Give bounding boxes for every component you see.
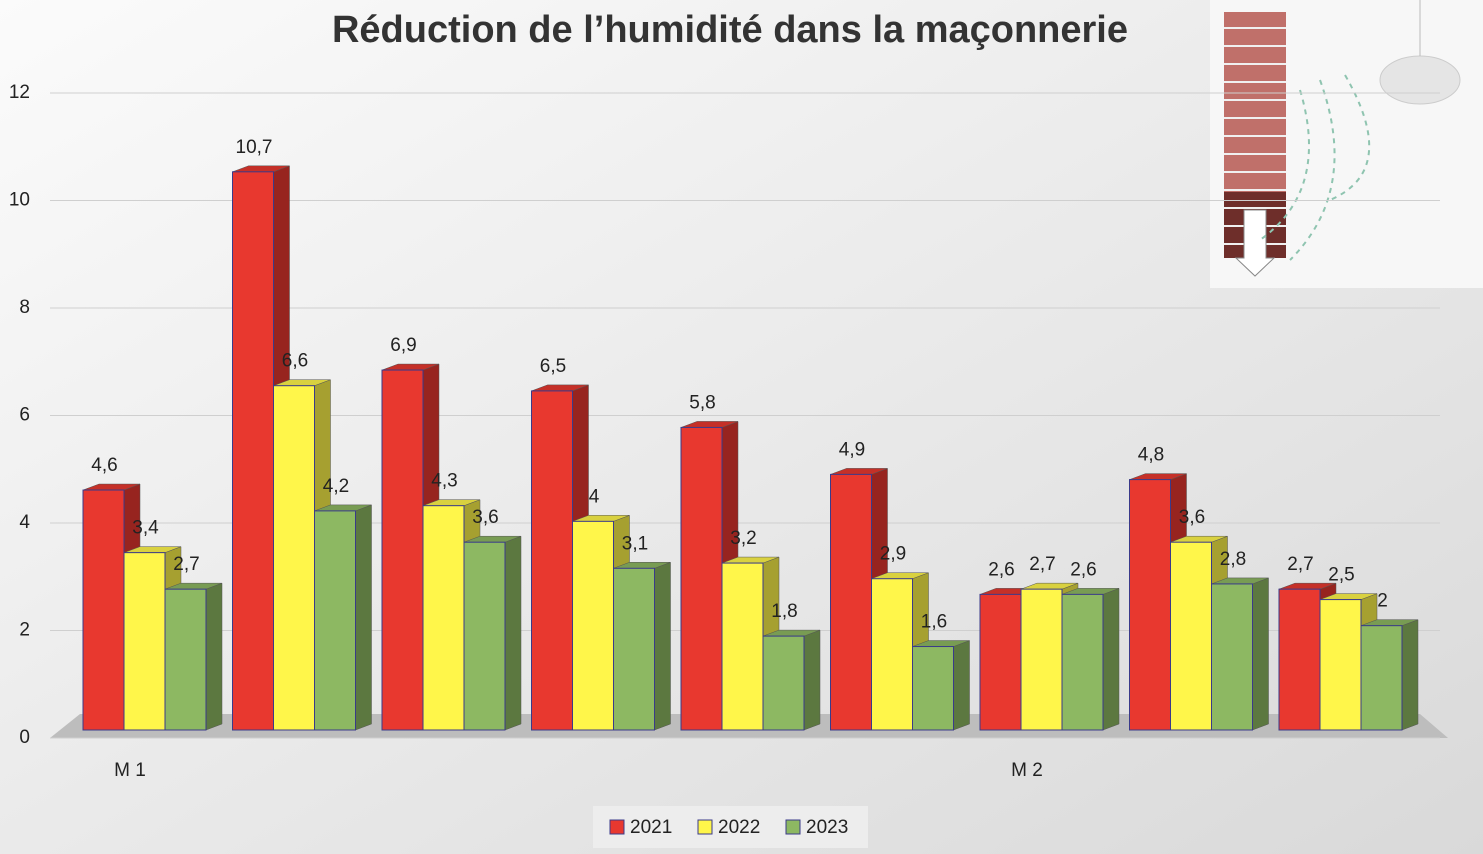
- value-label: 2,9: [880, 544, 906, 565]
- bar: [762, 635, 805, 731]
- value-label: 6,9: [390, 335, 416, 356]
- value-label: 6,6: [282, 351, 308, 372]
- bar: [1170, 541, 1212, 731]
- value-label: 3,6: [1179, 507, 1205, 528]
- value-label: 4,2: [323, 476, 349, 497]
- bar: [572, 520, 614, 731]
- legend-swatch: [785, 819, 801, 835]
- bar: [531, 390, 573, 731]
- bar-side: [953, 640, 970, 731]
- bar: [422, 505, 465, 731]
- bar-side: [654, 561, 671, 731]
- value-label: 4,6: [91, 455, 117, 476]
- bar: [1360, 625, 1403, 731]
- value-label: 3,1: [622, 533, 648, 554]
- bar-side: [1102, 588, 1120, 731]
- bar: [381, 369, 424, 731]
- bar-side: [355, 504, 372, 731]
- bar: [613, 567, 655, 731]
- bar: [912, 646, 954, 731]
- bar-side: [504, 535, 522, 731]
- bar: [1061, 593, 1104, 731]
- bar: [314, 510, 356, 731]
- bar: [232, 171, 274, 731]
- value-label: 6,5: [540, 356, 566, 377]
- chart-title: Réduction de l’humidité dans la maçonner…: [332, 9, 1128, 51]
- y-tick-label: 8: [19, 297, 30, 318]
- value-label: 1,8: [771, 601, 797, 622]
- bar: [1129, 479, 1171, 731]
- bar: [871, 578, 913, 731]
- bar: [82, 489, 125, 731]
- value-label: 3,2: [730, 528, 756, 549]
- plot: 0 2 4 6 8 10 12 M 1 4,6 3,4 2,7 10,7 6,6 4,2 6,9 4,3 3,6…: [9, 82, 1440, 781]
- value-label: 5,8: [689, 392, 715, 413]
- legend-label: 2021: [630, 817, 672, 838]
- value-label: 2,7: [1287, 554, 1313, 575]
- value-label: 2,6: [1070, 559, 1096, 580]
- y-tick-label: 12: [9, 82, 30, 103]
- bar: [1278, 588, 1321, 731]
- bar: [1211, 583, 1253, 731]
- bar: [979, 593, 1022, 731]
- legend-swatch: [697, 819, 713, 835]
- wall-illustration: [1210, 0, 1483, 288]
- value-label: 3,4: [132, 518, 159, 539]
- value-label: 10,7: [236, 137, 273, 158]
- value-label: 2,7: [173, 554, 199, 575]
- bar: [164, 588, 207, 731]
- value-label: 4,9: [839, 439, 865, 460]
- bar: [680, 426, 723, 731]
- legend-swatch: [609, 819, 625, 835]
- x-tick-label: M 2: [1011, 760, 1043, 781]
- value-label: 4: [589, 486, 600, 507]
- legend: 2021 2022 2023: [593, 806, 868, 848]
- bar-side: [1401, 619, 1419, 731]
- value-label: 2,8: [1220, 549, 1246, 570]
- value-label: 2,7: [1029, 554, 1055, 575]
- bar: [830, 473, 872, 731]
- bar: [721, 562, 764, 731]
- value-label: 2: [1377, 591, 1388, 612]
- bar-side: [803, 629, 821, 731]
- bar: [1020, 588, 1063, 731]
- legend-label: 2022: [718, 817, 760, 838]
- legend-label: 2023: [806, 817, 848, 838]
- value-label: 2,6: [988, 559, 1014, 580]
- y-tick-label: 0: [19, 727, 30, 748]
- y-tick-label: 6: [19, 405, 30, 426]
- value-label: 4,3: [431, 471, 457, 492]
- value-label: 4,8: [1138, 445, 1164, 466]
- value-label: 3,6: [472, 507, 498, 528]
- bar: [123, 552, 166, 731]
- bar: [1319, 599, 1362, 731]
- bar: [273, 385, 315, 731]
- value-label: 2,5: [1328, 565, 1354, 586]
- y-tick-label: 4: [19, 512, 30, 533]
- x-tick-label: M 1: [114, 760, 146, 781]
- bar-side: [205, 582, 223, 731]
- value-label: 1,6: [921, 612, 947, 633]
- bar-side: [1252, 577, 1269, 731]
- bar: [463, 541, 506, 731]
- y-tick-label: 10: [9, 190, 30, 211]
- y-tick-label: 2: [19, 620, 30, 641]
